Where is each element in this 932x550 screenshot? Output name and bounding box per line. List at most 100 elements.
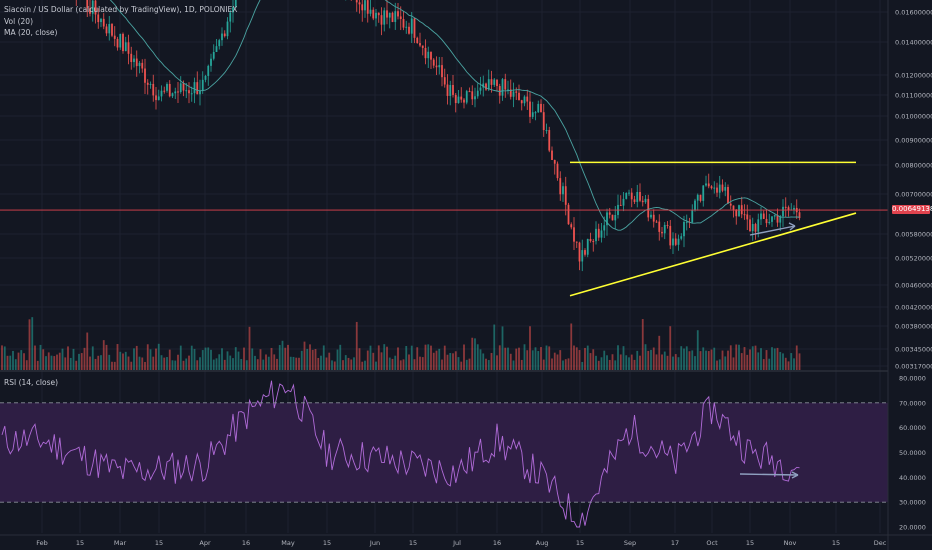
candle-body-268 bbox=[738, 205, 740, 217]
price-tick-4: 0.01000000 bbox=[895, 113, 932, 121]
volume-bar-136 bbox=[375, 361, 377, 370]
volume-bar-215 bbox=[592, 349, 595, 370]
volume-bar-236 bbox=[650, 349, 652, 370]
time-label-15: 17 bbox=[671, 539, 679, 547]
candle-body-273 bbox=[751, 224, 754, 232]
candle-body-39 bbox=[108, 23, 111, 34]
volume-bar-254 bbox=[699, 351, 702, 370]
volume-bar-51 bbox=[141, 357, 144, 370]
volume-bar-90 bbox=[248, 326, 251, 370]
volume-bar-11 bbox=[31, 317, 34, 370]
volume-bar-12 bbox=[34, 345, 36, 370]
volume-bar-115 bbox=[317, 357, 320, 370]
time-label-14: Sep bbox=[624, 539, 636, 547]
rsi-tick-0: 80.0000 bbox=[899, 375, 926, 383]
candle-body-187 bbox=[515, 91, 518, 93]
volume-bar-18 bbox=[50, 355, 53, 370]
volume-bar-9 bbox=[25, 360, 28, 370]
volume-bar-8 bbox=[23, 353, 25, 370]
candle-body-234 bbox=[644, 198, 647, 203]
candle-body-257 bbox=[707, 183, 710, 187]
current-price-tag: 0.00649138 bbox=[892, 205, 932, 214]
volume-bar-199 bbox=[548, 346, 551, 370]
volume-bar-156 bbox=[430, 345, 432, 370]
candle-body-59 bbox=[163, 90, 166, 92]
candle-body-56 bbox=[155, 95, 157, 101]
volume-bar-230 bbox=[633, 359, 636, 370]
candle-body-276 bbox=[760, 213, 762, 220]
volume-bar-238 bbox=[655, 354, 658, 370]
candle-body-82 bbox=[226, 21, 229, 37]
volume-bar-271 bbox=[746, 354, 749, 370]
volume-bar-211 bbox=[581, 361, 584, 370]
volume-bar-47 bbox=[130, 361, 133, 370]
candle-body-43 bbox=[119, 33, 122, 48]
price-tick-2: 0.01200000 bbox=[895, 72, 932, 80]
volume-bar-35 bbox=[97, 355, 100, 370]
volume-bar-177 bbox=[487, 360, 490, 370]
candle-body-133 bbox=[366, 0, 369, 14]
volume-bar-111 bbox=[306, 348, 309, 370]
time-label-17: 15 bbox=[746, 539, 754, 547]
candle-body-190 bbox=[523, 96, 526, 104]
arrow-rsi bbox=[739, 471, 799, 479]
rsi-tick-5: 30.0000 bbox=[899, 499, 926, 507]
volume-bar-38 bbox=[105, 344, 108, 370]
volume-bar-87 bbox=[240, 358, 243, 370]
volume-bar-107 bbox=[295, 357, 298, 370]
volume-bar-263 bbox=[724, 356, 727, 370]
candle-body-197 bbox=[542, 112, 545, 131]
volume-bar-50 bbox=[138, 356, 141, 370]
volume-bar-202 bbox=[556, 354, 559, 370]
volume-bar-168 bbox=[463, 344, 465, 370]
rsi-band bbox=[0, 402, 888, 503]
volume-bar-44 bbox=[122, 353, 124, 370]
candle-body-135 bbox=[372, 9, 375, 19]
candle-body-236 bbox=[650, 214, 652, 218]
volume-bar-227 bbox=[625, 355, 628, 370]
volume-bar-284 bbox=[782, 353, 784, 370]
candle-body-283 bbox=[779, 216, 782, 223]
volume-bar-82 bbox=[226, 351, 229, 370]
candle-body-206 bbox=[567, 204, 570, 225]
candle-body-49 bbox=[135, 58, 138, 67]
candle-body-76 bbox=[210, 58, 212, 66]
volume-bar-190 bbox=[523, 344, 526, 370]
volume-bar-86 bbox=[237, 351, 240, 370]
candle-body-148 bbox=[408, 26, 410, 34]
volume-bar-48 bbox=[133, 348, 135, 370]
volume-bar-240 bbox=[661, 354, 663, 370]
candle-body-150 bbox=[413, 18, 416, 38]
volume-bar-269 bbox=[740, 353, 743, 370]
candle-body-275 bbox=[757, 219, 760, 232]
candle-body-141 bbox=[388, 12, 391, 18]
volume-bar-192 bbox=[529, 326, 531, 370]
volume-bar-32 bbox=[89, 356, 91, 370]
volume-bar-98 bbox=[270, 347, 273, 370]
volume-bar-196 bbox=[540, 347, 542, 370]
volume-bar-191 bbox=[526, 350, 529, 370]
volume-bar-194 bbox=[534, 347, 537, 370]
volume-bar-250 bbox=[688, 351, 691, 370]
time-label-0: Feb bbox=[36, 539, 48, 547]
volume-bar-3 bbox=[9, 355, 12, 370]
candle-body-227 bbox=[625, 192, 628, 199]
candle-body-215 bbox=[592, 241, 595, 243]
candle-body-182 bbox=[501, 79, 504, 96]
volume-bar-239 bbox=[658, 335, 661, 370]
volume-bar-19 bbox=[53, 356, 56, 370]
candle-body-255 bbox=[702, 185, 705, 201]
candle-body-270 bbox=[743, 214, 746, 216]
candle-body-138 bbox=[380, 15, 383, 25]
candle-body-241 bbox=[663, 224, 666, 234]
price-tick-13: 0.00345000 bbox=[895, 346, 932, 354]
volume-bar-1 bbox=[3, 346, 6, 370]
candle-body-278 bbox=[765, 218, 768, 224]
volume-bar-252 bbox=[694, 356, 696, 370]
candle-body-165 bbox=[454, 94, 457, 104]
volume-bar-100 bbox=[276, 358, 278, 370]
candle-body-38 bbox=[105, 26, 108, 34]
candle-body-242 bbox=[666, 224, 669, 226]
volume-bar-255 bbox=[702, 347, 705, 370]
